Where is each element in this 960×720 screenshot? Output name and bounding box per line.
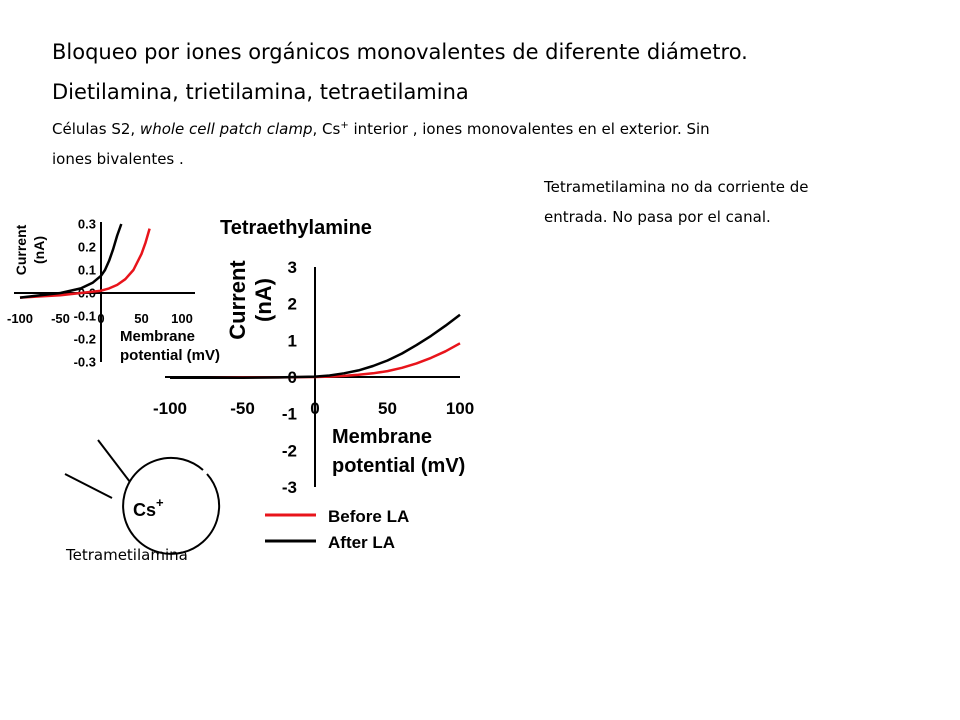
pipette-line-lower bbox=[64, 473, 113, 499]
main-x-tick-label: 0 bbox=[310, 399, 319, 418]
main-series-line-1 bbox=[170, 313, 461, 379]
cell-ion-label: Cs+ bbox=[133, 495, 164, 520]
inset-y-label: Current (nA) bbox=[13, 224, 47, 275]
main-x-tick-labels: -100 -50 0 50 100 bbox=[153, 399, 474, 418]
main-y-tick-label: -1 bbox=[282, 405, 297, 424]
main-y-tick-label: 2 bbox=[288, 295, 297, 314]
legend-label-0: Before LA bbox=[328, 507, 409, 526]
slide-subtitle-line1: Células S2, whole cell patch clamp, Cs+ … bbox=[52, 120, 710, 138]
inset-y-tick-label: -0.3 bbox=[74, 355, 96, 370]
inset-y-tick-label: -0.2 bbox=[74, 332, 96, 347]
inset-y-tick-label: 0.1 bbox=[78, 263, 96, 278]
cell-ion-label-text: Cs bbox=[133, 500, 156, 520]
pipette-line-upper bbox=[97, 439, 131, 483]
inset-series-line-0 bbox=[19, 228, 151, 299]
main-chart-title: Tetraethylamine bbox=[220, 217, 372, 239]
inset-y-tick-label: -0.1 bbox=[74, 309, 96, 324]
main-x-label-line2: potential (mV) bbox=[332, 455, 465, 477]
main-series-lines bbox=[170, 313, 461, 379]
main-x-tick-label: 100 bbox=[446, 399, 474, 418]
inset-series-lines bbox=[19, 223, 151, 299]
slide-title-line1: Bloqueo por iones orgánicos monovalentes… bbox=[52, 40, 748, 64]
inset-x-tick-label: -100 bbox=[7, 311, 33, 326]
subtitle-italic: whole cell patch clamp bbox=[139, 120, 313, 138]
inset-x-tick-label: 50 bbox=[134, 311, 148, 326]
side-note-line1: Tetrametilamina no da corriente de bbox=[544, 178, 809, 196]
main-y-tick-label: 3 bbox=[288, 258, 297, 277]
main-x-tick-label: 50 bbox=[378, 399, 397, 418]
cell-membrane bbox=[122, 456, 221, 555]
inset-x-tick-label: -50 bbox=[51, 311, 70, 326]
main-legend: Before LA After LA bbox=[265, 507, 409, 552]
inset-x-label-line2: potential (mV) bbox=[120, 347, 220, 364]
main-y-label-line1: Current bbox=[225, 260, 250, 340]
cell-schematic: Cs+ bbox=[64, 439, 221, 555]
subtitle-sup: + bbox=[340, 120, 349, 131]
main-y-label-line2: (nA) bbox=[251, 278, 276, 322]
inset-y-tick-label: 0.3 bbox=[78, 217, 96, 232]
cell-ion-label-sup: + bbox=[156, 495, 164, 510]
subtitle-part2: , Cs bbox=[312, 120, 341, 138]
inset-y-label-line1: Current bbox=[13, 224, 29, 275]
side-note-line2: entrada. No pasa por el canal. bbox=[544, 208, 771, 226]
subtitle-part1: Células S2, bbox=[52, 120, 140, 138]
inset-y-label-line2: (nA) bbox=[31, 236, 47, 264]
main-x-label-line1: Membrane bbox=[332, 426, 432, 448]
main-y-label: Current (nA) bbox=[225, 260, 276, 340]
inset-series-line-1 bbox=[19, 223, 123, 299]
cell-caption: Tetrametilamina bbox=[66, 546, 188, 564]
inset-x-tick-label: 0 bbox=[97, 311, 104, 326]
main-x-tick-label: -50 bbox=[230, 399, 255, 418]
slide-title-line2: Dietilamina, trietilamina, tetraetilamin… bbox=[52, 80, 469, 104]
subtitle-part3: interior , iones monovalentes en el exte… bbox=[348, 120, 710, 138]
main-y-tick-label: 1 bbox=[288, 331, 297, 350]
main-y-tick-label: -3 bbox=[282, 478, 297, 497]
inset-y-tick-label: 0.2 bbox=[78, 240, 96, 255]
inset-x-tick-labels: -100 -50 0 50 100 bbox=[7, 311, 193, 326]
main-chart: Tetraethylamine -100 -50 0 50 100 -3 -2 -1 0 1 2 3… bbox=[153, 217, 474, 552]
inset-chart: -100 -50 0 50 100 0.30.20.10.0-0.1-0.2-0.3 C… bbox=[7, 217, 220, 370]
inset-x-label-line1: Membrane bbox=[120, 328, 195, 345]
slide-subtitle-line2: iones bivalentes . bbox=[52, 150, 184, 168]
legend-label-1: After LA bbox=[328, 533, 395, 552]
inset-y-tick-labels: 0.30.20.10.0-0.1-0.2-0.3 bbox=[74, 217, 96, 370]
inset-x-tick-label: 100 bbox=[171, 311, 193, 326]
main-x-tick-label: -100 bbox=[153, 399, 187, 418]
main-y-tick-label: -2 bbox=[282, 441, 297, 460]
